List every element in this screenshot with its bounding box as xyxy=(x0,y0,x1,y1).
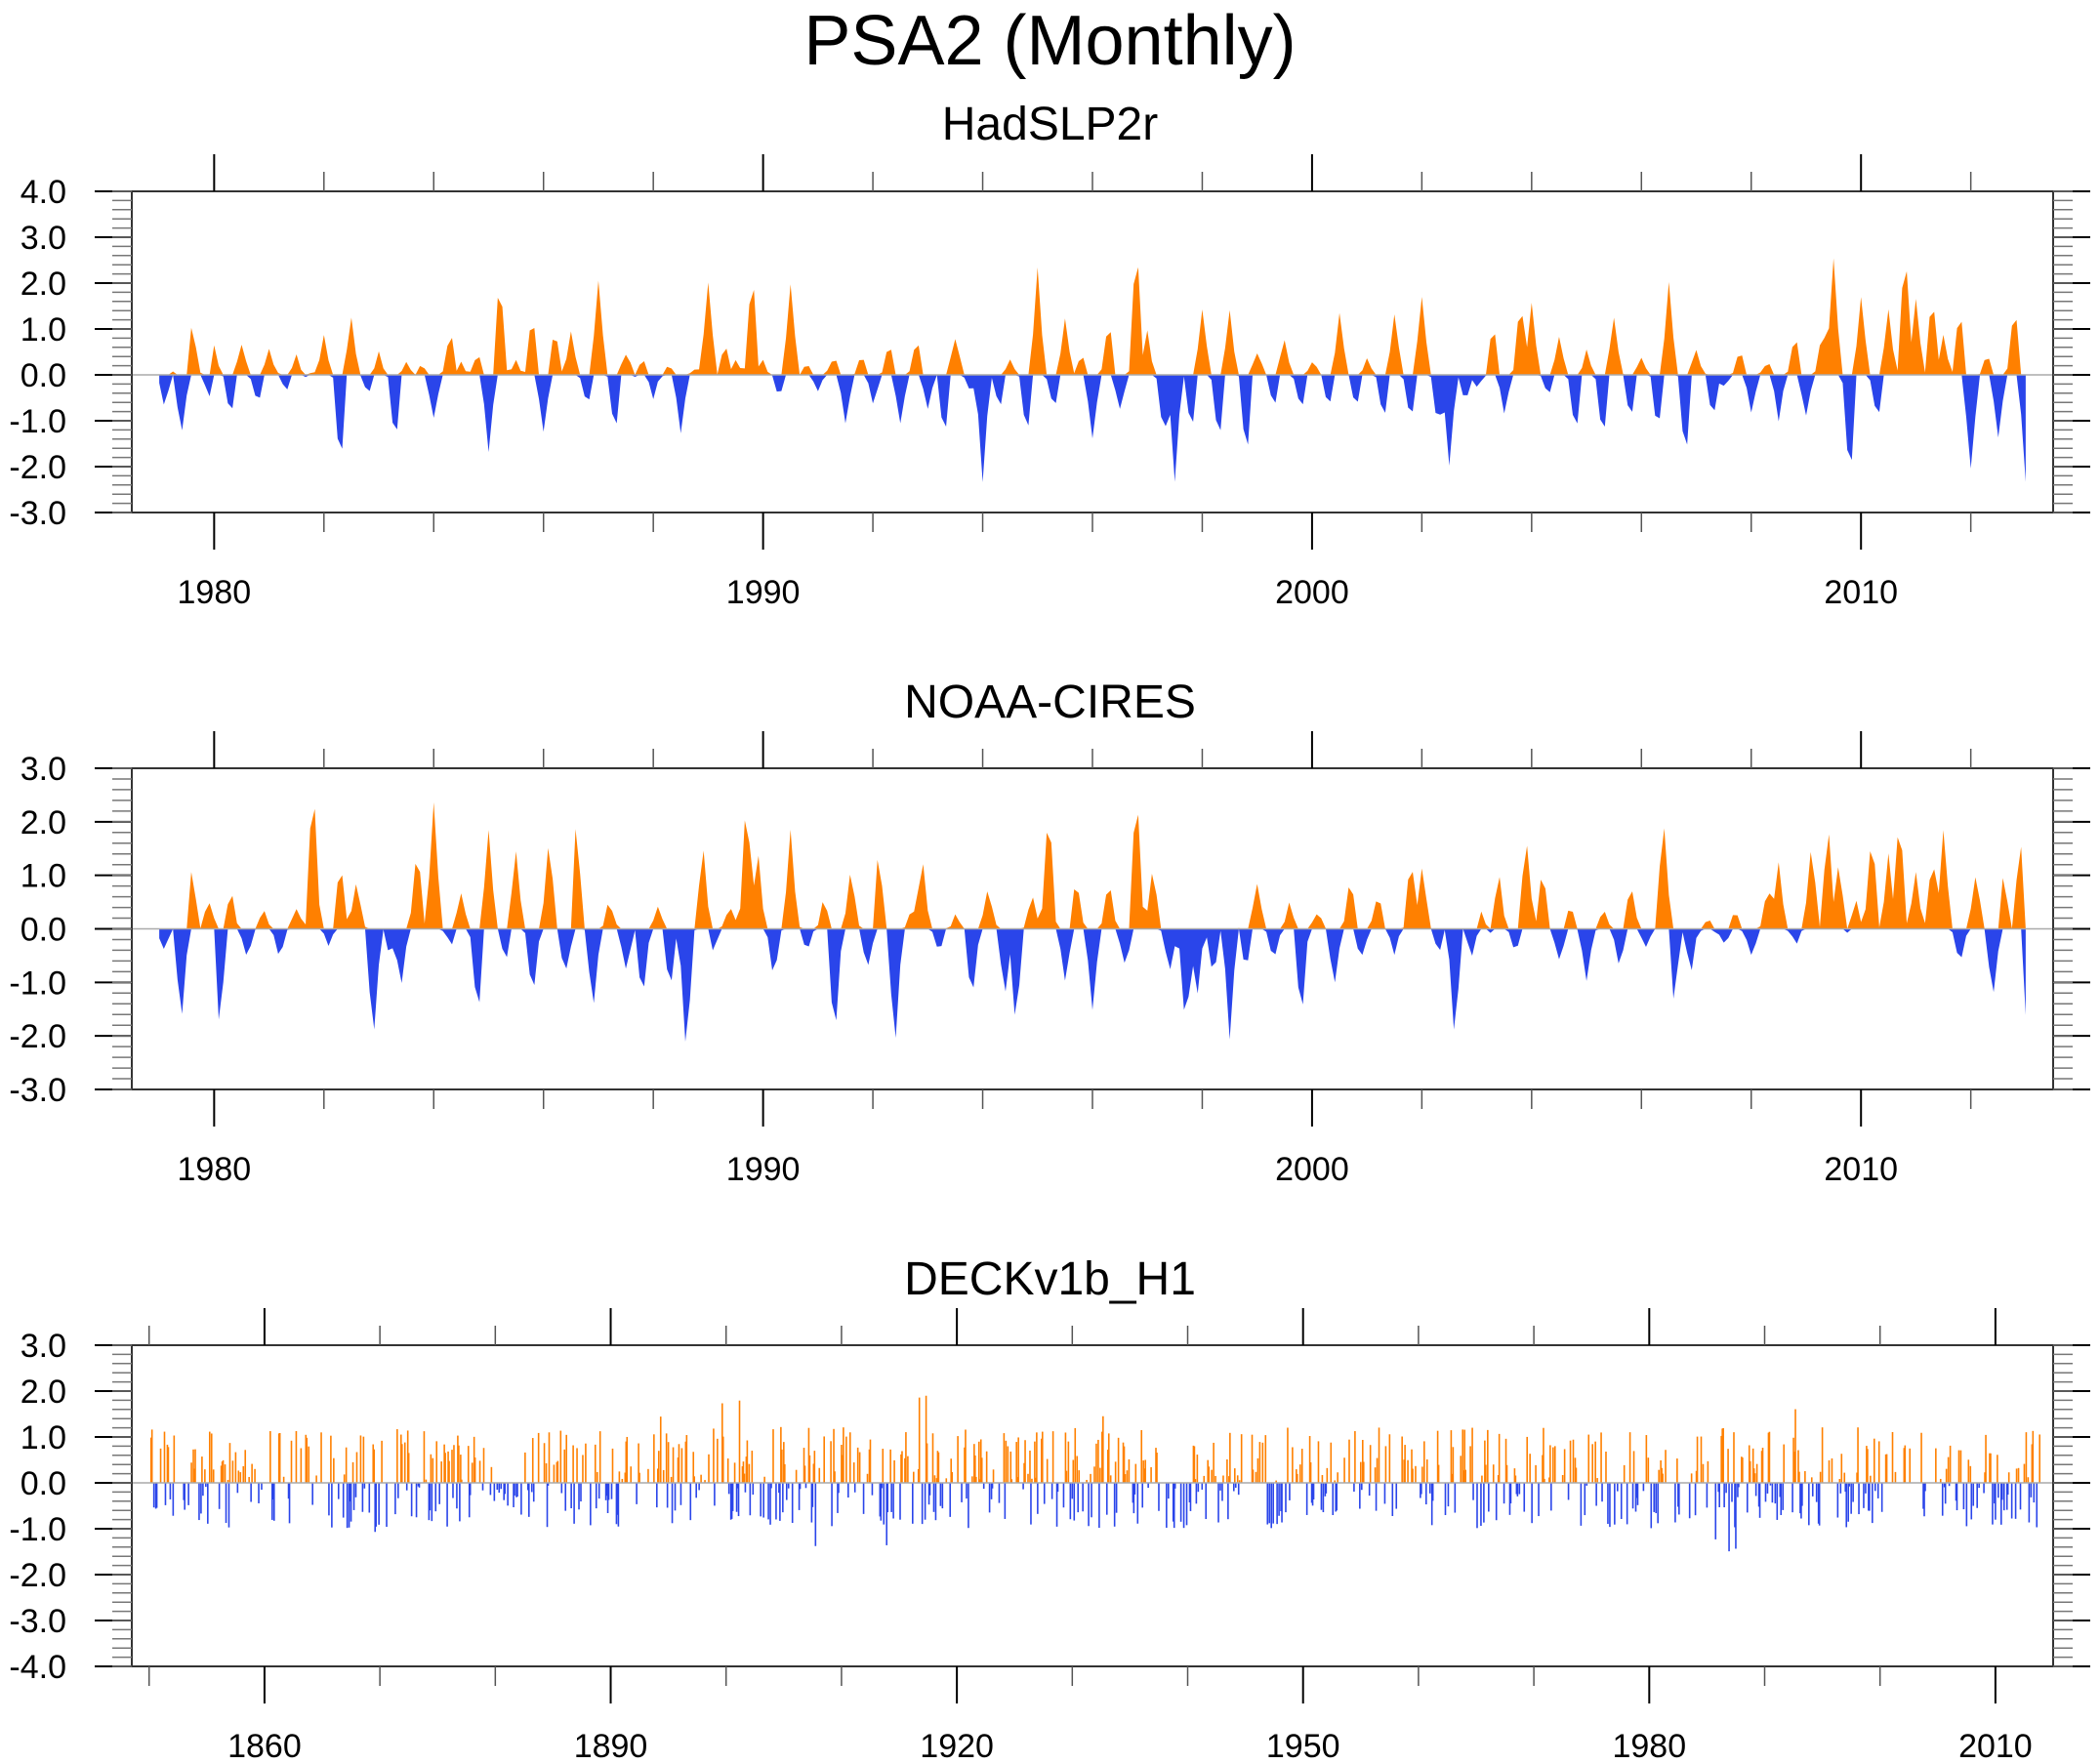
xtick-label: 2010 xyxy=(1824,574,1898,611)
xtick-label: 1980 xyxy=(1612,1728,1686,1764)
ytick-label: -1.0 xyxy=(9,964,66,1002)
xtick-label: 1990 xyxy=(726,574,801,611)
panel-title-deckv1b-h1: DECKv1b_H1 xyxy=(904,1253,1196,1305)
xtick-label: 1860 xyxy=(227,1728,302,1764)
panel-title-hadslp2r: HadSLP2r xyxy=(941,99,1159,150)
ytick-label: 1.0 xyxy=(21,858,66,895)
positive-area-2 xyxy=(159,801,2026,929)
plot-frame xyxy=(131,1344,2054,1667)
negative-area-1 xyxy=(159,375,2026,482)
ytick-label: -3.0 xyxy=(9,1603,66,1640)
ytick-label: 0.0 xyxy=(21,357,66,394)
xtick-label: 1980 xyxy=(178,574,252,611)
chart-title: PSA2 (Monthly) xyxy=(803,2,1297,80)
ytick-label: 1.0 xyxy=(21,311,66,349)
ytick-label: 3.0 xyxy=(21,751,66,788)
ytick-label: -3.0 xyxy=(9,1072,66,1109)
xtick-label: 1980 xyxy=(178,1151,252,1188)
panel-title-noaa-cires: NOAA-CIRES xyxy=(904,677,1196,728)
ytick-label: 2.0 xyxy=(21,1374,66,1411)
xtick-label: 2010 xyxy=(1824,1151,1898,1188)
xtick-label: 2000 xyxy=(1275,574,1349,611)
ytick-label: 2.0 xyxy=(21,266,66,303)
xtick-label: 1950 xyxy=(1266,1728,1340,1764)
ytick-label: 1.0 xyxy=(21,1419,66,1456)
ytick-label: -1.0 xyxy=(9,403,66,440)
xtick-label: 1890 xyxy=(574,1728,648,1764)
ytick-label: 2.0 xyxy=(21,804,66,841)
ytick-label: 3.0 xyxy=(21,220,66,257)
xtick-label: 1990 xyxy=(726,1151,801,1188)
ytick-label: 0.0 xyxy=(21,1465,66,1502)
ytick-label: -2.0 xyxy=(9,1018,66,1055)
ytick-label: -1.0 xyxy=(9,1511,66,1548)
xtick-label: 1920 xyxy=(920,1728,994,1764)
ytick-label: 4.0 xyxy=(21,174,66,211)
positive-area-1 xyxy=(159,258,2026,375)
plot-frame xyxy=(131,190,2054,513)
xtick-label: 2010 xyxy=(1958,1728,2033,1764)
ytick-label: -2.0 xyxy=(9,1557,66,1594)
ytick-label: 3.0 xyxy=(21,1328,66,1365)
ytick-label: -2.0 xyxy=(9,449,66,486)
xtick-label: 2000 xyxy=(1275,1151,1349,1188)
negative-area-2 xyxy=(159,928,2026,1042)
ytick-label: 0.0 xyxy=(21,912,66,949)
ytick-label: -3.0 xyxy=(9,495,66,532)
ytick-label: -4.0 xyxy=(9,1649,66,1686)
